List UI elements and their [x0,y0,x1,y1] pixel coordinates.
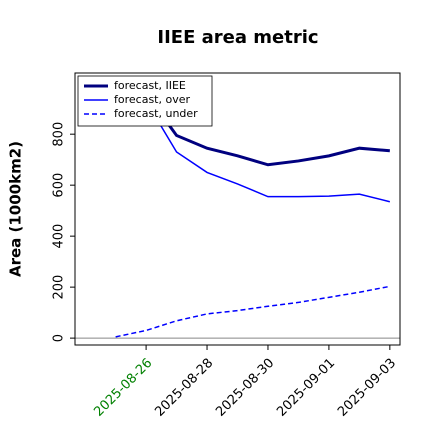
series-line [145,100,391,203]
y-tick-label: 800 [52,122,67,147]
y-axis-label: Area (1000km2) [7,141,25,277]
x-tick-label: 2025-08-28 [152,356,216,420]
y-tick-label: 600 [52,173,67,198]
y-tick-label: 400 [52,224,67,249]
chart-title: IIEE area metric [157,27,318,48]
x-tick-label: 2025-08-30 [213,356,277,420]
y-tick-label: 0 [52,334,67,342]
legend-label: forecast, under [114,107,198,120]
x-tick-label: 2025-08-26 [91,356,155,420]
plot-frame [74,72,401,346]
x-tick-label: 2025-09-01 [274,356,338,420]
legend-box [77,75,213,127]
legend-label: forecast, IIEE [114,79,186,92]
plot-area [75,92,400,339]
y-tick-label: 200 [52,275,67,300]
x-tick-label: 2025-09-03 [335,356,399,420]
series-line [144,92,390,167]
legend-label: forecast, over [114,93,190,106]
series-line [115,285,390,338]
